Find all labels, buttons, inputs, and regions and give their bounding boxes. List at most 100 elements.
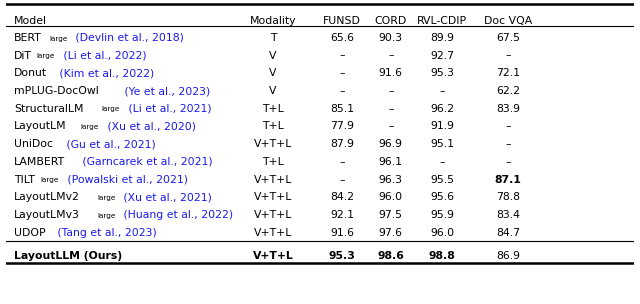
Text: 96.0: 96.0 <box>430 228 454 238</box>
Text: TILT: TILT <box>14 174 35 185</box>
Text: 67.5: 67.5 <box>496 33 520 43</box>
Text: T+L: T+L <box>262 157 284 167</box>
Text: –: – <box>339 50 345 60</box>
Text: –: – <box>339 68 345 78</box>
Text: –: – <box>440 86 445 96</box>
Text: 84.2: 84.2 <box>330 192 354 202</box>
Text: 95.6: 95.6 <box>430 192 454 202</box>
Text: V: V <box>269 86 276 96</box>
Text: 95.3: 95.3 <box>328 251 355 261</box>
Text: FUNSD: FUNSD <box>323 16 361 26</box>
Text: V+T+L: V+T+L <box>254 139 292 149</box>
Text: (Tang et al., 2023): (Tang et al., 2023) <box>54 228 157 238</box>
Text: V+T+L: V+T+L <box>254 174 292 185</box>
Text: UDOP: UDOP <box>14 228 45 238</box>
Text: –: – <box>388 122 394 131</box>
Text: –: – <box>388 104 394 114</box>
Text: 87.9: 87.9 <box>330 139 354 149</box>
Text: –: – <box>388 50 394 60</box>
Text: –: – <box>506 157 511 167</box>
Text: 96.9: 96.9 <box>379 139 403 149</box>
Text: 86.9: 86.9 <box>496 251 520 261</box>
Text: 96.2: 96.2 <box>430 104 454 114</box>
Text: –: – <box>339 86 345 96</box>
Text: 95.1: 95.1 <box>430 139 454 149</box>
Text: 96.1: 96.1 <box>379 157 403 167</box>
Text: (Li et al., 2022): (Li et al., 2022) <box>60 50 147 60</box>
Text: LAMBERT: LAMBERT <box>14 157 65 167</box>
Text: UniDoc: UniDoc <box>14 139 53 149</box>
Text: large: large <box>97 213 116 219</box>
Text: BERT: BERT <box>14 33 42 43</box>
Text: 83.4: 83.4 <box>496 210 520 220</box>
Text: Donut: Donut <box>14 68 47 78</box>
Text: 62.2: 62.2 <box>496 86 520 96</box>
Text: 72.1: 72.1 <box>496 68 520 78</box>
Text: –: – <box>506 50 511 60</box>
Text: 91.6: 91.6 <box>379 68 403 78</box>
Text: large: large <box>36 53 55 59</box>
Text: large: large <box>81 124 99 130</box>
Text: large: large <box>49 36 67 42</box>
Text: 97.6: 97.6 <box>379 228 403 238</box>
Text: 95.3: 95.3 <box>430 68 454 78</box>
Text: Modality: Modality <box>250 16 296 26</box>
Text: 85.1: 85.1 <box>330 104 354 114</box>
Text: (Gu et al., 2021): (Gu et al., 2021) <box>63 139 156 149</box>
Text: (Devlin et al., 2018): (Devlin et al., 2018) <box>72 33 184 43</box>
Text: (Ye et al., 2023): (Ye et al., 2023) <box>121 86 211 96</box>
Text: (Kim et al., 2022): (Kim et al., 2022) <box>56 68 154 78</box>
Text: DiT: DiT <box>14 50 32 60</box>
Text: V: V <box>269 68 276 78</box>
Text: 77.9: 77.9 <box>330 122 354 131</box>
Text: V+T+L: V+T+L <box>254 228 292 238</box>
Text: –: – <box>440 157 445 167</box>
Text: 78.8: 78.8 <box>496 192 520 202</box>
Text: StructuralLM: StructuralLM <box>14 104 83 114</box>
Text: RVL-CDIP: RVL-CDIP <box>417 16 467 26</box>
Text: large: large <box>97 195 116 201</box>
Text: –: – <box>388 86 394 96</box>
Text: 96.0: 96.0 <box>379 192 403 202</box>
Text: –: – <box>506 139 511 149</box>
Text: 65.6: 65.6 <box>330 33 354 43</box>
Text: Model: Model <box>14 16 47 26</box>
Text: 95.9: 95.9 <box>430 210 454 220</box>
Text: 92.7: 92.7 <box>430 50 454 60</box>
Text: Doc VQA: Doc VQA <box>484 16 532 26</box>
Text: V+T+L: V+T+L <box>253 251 293 261</box>
Text: 92.1: 92.1 <box>330 210 354 220</box>
Text: CORD: CORD <box>375 16 407 26</box>
Text: –: – <box>506 122 511 131</box>
Text: V: V <box>269 50 276 60</box>
Text: 89.9: 89.9 <box>430 33 454 43</box>
Text: 98.6: 98.6 <box>378 251 404 261</box>
Text: V+T+L: V+T+L <box>254 210 292 220</box>
Text: 91.6: 91.6 <box>330 228 354 238</box>
Text: 83.9: 83.9 <box>496 104 520 114</box>
Text: 97.5: 97.5 <box>379 210 403 220</box>
Text: T: T <box>269 33 276 43</box>
Text: large: large <box>40 177 59 183</box>
Text: (Li et al., 2021): (Li et al., 2021) <box>125 104 212 114</box>
Text: T+L: T+L <box>262 104 284 114</box>
Text: 90.3: 90.3 <box>379 33 403 43</box>
Text: 95.5: 95.5 <box>430 174 454 185</box>
Text: 98.8: 98.8 <box>429 251 456 261</box>
Text: 87.1: 87.1 <box>495 174 522 185</box>
Text: 91.9: 91.9 <box>430 122 454 131</box>
Text: LayoutLLM (Ours): LayoutLLM (Ours) <box>14 251 122 261</box>
Text: (Garncarek et al., 2021): (Garncarek et al., 2021) <box>79 157 212 167</box>
Text: large: large <box>102 106 120 112</box>
Text: (Xu et al., 2020): (Xu et al., 2020) <box>104 122 196 131</box>
Text: (Xu et al., 2021): (Xu et al., 2021) <box>120 192 212 202</box>
Text: –: – <box>339 157 345 167</box>
Text: V+T+L: V+T+L <box>254 192 292 202</box>
Text: LayoutLMv2: LayoutLMv2 <box>14 192 80 202</box>
Text: LayoutLMv3: LayoutLMv3 <box>14 210 80 220</box>
Text: (Huang et al., 2022): (Huang et al., 2022) <box>120 210 234 220</box>
Text: 84.7: 84.7 <box>496 228 520 238</box>
Text: –: – <box>339 174 345 185</box>
Text: LayoutLM: LayoutLM <box>14 122 67 131</box>
Text: mPLUG-DocOwl: mPLUG-DocOwl <box>14 86 99 96</box>
